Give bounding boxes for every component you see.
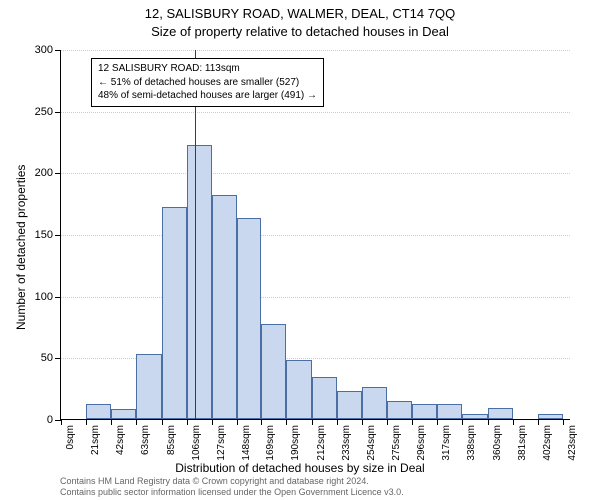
- x-tick: [437, 419, 438, 425]
- histogram-bar: [286, 360, 312, 419]
- x-tick: [286, 419, 287, 425]
- footer-line-2: Contains public sector information licen…: [60, 487, 404, 498]
- x-tick-label: 317sqm: [441, 425, 452, 461]
- y-tick-label: 250: [35, 106, 53, 118]
- histogram-bar: [162, 207, 187, 419]
- x-tick: [86, 419, 87, 425]
- footer-line-1: Contains HM Land Registry data © Crown c…: [60, 476, 404, 487]
- histogram-bar: [337, 391, 362, 419]
- y-tick-label: 50: [41, 352, 53, 364]
- x-tick: [111, 419, 112, 425]
- histogram-bar: [362, 387, 387, 419]
- x-tick-label: 212sqm: [316, 425, 327, 461]
- y-tick: [55, 50, 61, 51]
- histogram-bar: [312, 377, 337, 419]
- x-axis-label: Distribution of detached houses by size …: [0, 461, 600, 475]
- x-tick: [136, 419, 137, 425]
- x-tick: [488, 419, 489, 425]
- grid-line: [61, 297, 570, 298]
- y-tick-label: 0: [47, 414, 53, 426]
- y-tick: [55, 297, 61, 298]
- y-tick-label: 150: [35, 229, 53, 241]
- x-tick-label: 169sqm: [265, 425, 276, 461]
- x-tick-label: 85sqm: [166, 425, 177, 455]
- y-tick: [55, 173, 61, 174]
- histogram-bar: [212, 195, 237, 419]
- x-tick-label: 63sqm: [140, 425, 151, 455]
- x-tick-label: 423sqm: [567, 425, 578, 461]
- annotation-box: 12 SALISBURY ROAD: 113sqm← 51% of detach…: [91, 58, 324, 107]
- x-tick-label: 0sqm: [65, 425, 76, 449]
- x-tick: [538, 419, 539, 425]
- grid-line: [61, 173, 570, 174]
- histogram-bar: [387, 401, 412, 420]
- x-tick-label: 106sqm: [191, 425, 202, 461]
- x-tick-label: 402sqm: [542, 425, 553, 461]
- x-tick: [187, 419, 188, 425]
- x-tick-label: 233sqm: [341, 425, 352, 461]
- x-tick: [387, 419, 388, 425]
- annotation-line-2: ← 51% of detached houses are smaller (52…: [98, 76, 317, 90]
- annotation-line-1: 12 SALISBURY ROAD: 113sqm: [98, 62, 317, 76]
- y-tick: [55, 358, 61, 359]
- histogram-bar: [488, 408, 513, 419]
- histogram-bar: [136, 354, 162, 419]
- x-tick: [212, 419, 213, 425]
- grid-line: [61, 50, 570, 51]
- x-tick: [61, 419, 62, 425]
- histogram-bar: [412, 404, 437, 419]
- histogram-bar: [187, 145, 212, 419]
- plot-area: 0501001502002503000sqm21sqm42sqm63sqm85s…: [60, 50, 570, 420]
- x-tick: [312, 419, 313, 425]
- x-tick: [362, 419, 363, 425]
- x-tick-label: 381sqm: [517, 425, 528, 461]
- y-tick: [55, 112, 61, 113]
- annotation-line-3: 48% of semi-detached houses are larger (…: [98, 89, 317, 103]
- x-tick: [412, 419, 413, 425]
- x-tick-label: 296sqm: [416, 425, 427, 461]
- histogram-bar: [538, 414, 563, 419]
- y-axis-label: Number of detached properties: [14, 165, 28, 330]
- chart-subtitle: Size of property relative to detached ho…: [0, 24, 600, 39]
- grid-line: [61, 235, 570, 236]
- x-tick-label: 190sqm: [290, 425, 301, 461]
- x-tick: [237, 419, 238, 425]
- x-tick-label: 338sqm: [466, 425, 477, 461]
- x-tick: [462, 419, 463, 425]
- x-tick-label: 42sqm: [115, 425, 126, 455]
- histogram-bar: [437, 404, 462, 419]
- y-tick-label: 100: [35, 291, 53, 303]
- x-tick-label: 360sqm: [492, 425, 503, 461]
- x-tick: [337, 419, 338, 425]
- x-tick: [261, 419, 262, 425]
- x-tick-label: 148sqm: [241, 425, 252, 461]
- x-tick: [162, 419, 163, 425]
- histogram-bar: [237, 218, 262, 419]
- histogram-bar: [111, 409, 136, 419]
- x-tick: [513, 419, 514, 425]
- chart-container: 12, SALISBURY ROAD, WALMER, DEAL, CT14 7…: [0, 0, 600, 500]
- page-title: 12, SALISBURY ROAD, WALMER, DEAL, CT14 7…: [0, 6, 600, 21]
- histogram-bar: [462, 414, 488, 419]
- x-tick-label: 127sqm: [216, 425, 227, 461]
- footer-attribution: Contains HM Land Registry data © Crown c…: [60, 476, 404, 499]
- grid-line: [61, 112, 570, 113]
- x-tick-label: 21sqm: [90, 425, 101, 455]
- y-tick-label: 200: [35, 167, 53, 179]
- y-tick-label: 300: [35, 44, 53, 56]
- x-tick-label: 254sqm: [366, 425, 377, 461]
- y-tick: [55, 235, 61, 236]
- histogram-bar: [86, 404, 111, 419]
- x-tick: [563, 419, 564, 425]
- histogram-bar: [261, 324, 286, 419]
- x-tick-label: 275sqm: [391, 425, 402, 461]
